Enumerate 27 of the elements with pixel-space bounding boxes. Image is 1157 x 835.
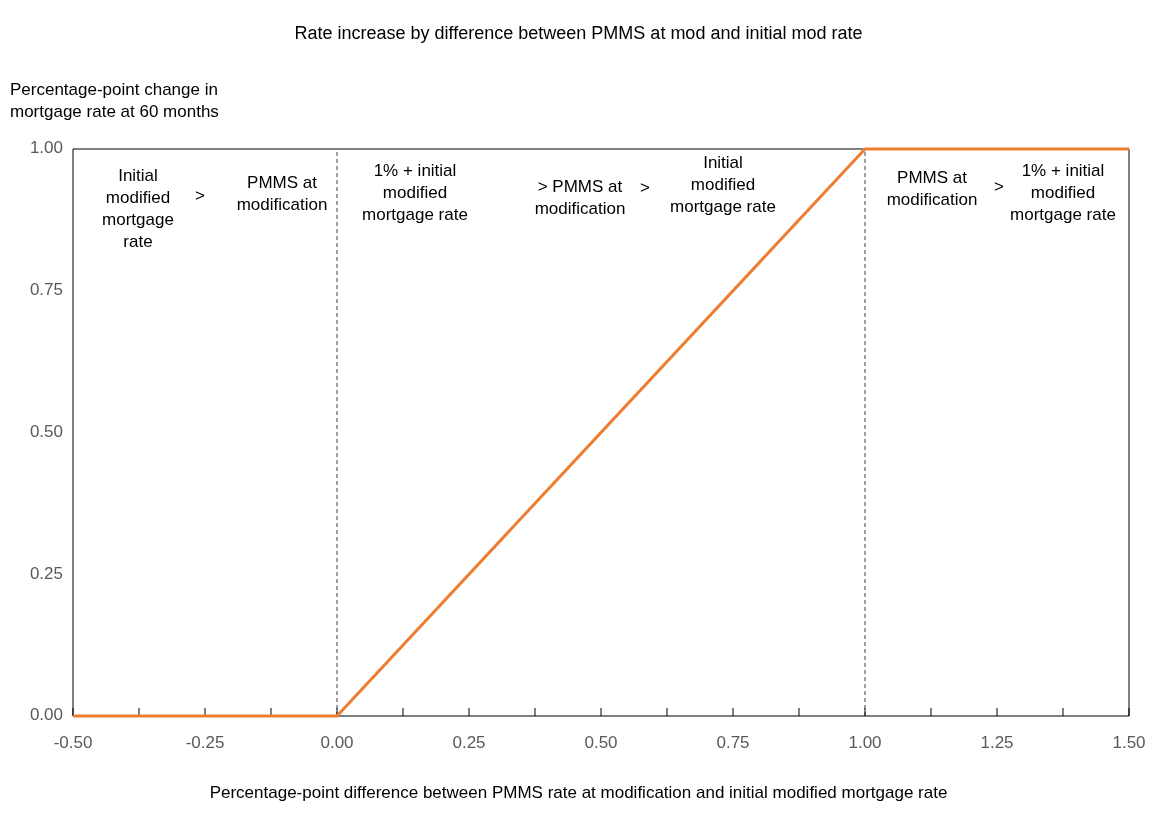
y-tick-label: 0.50 [29, 421, 63, 441]
annotation: PMMS at modification [886, 168, 978, 210]
annotation: Initial modified mortgage rate [102, 166, 174, 252]
y-tick-label: 0.25 [29, 563, 63, 583]
x-tick-label: -0.25 [185, 733, 225, 752]
annotation: 1% + initial modified mortgage rate [362, 161, 468, 225]
annotation: > PMMS at modification [534, 177, 626, 219]
y-tick-label: 0.00 [29, 705, 63, 725]
annotation: Initial modified mortgage rate [670, 153, 776, 217]
annotation: > [994, 177, 1005, 197]
x-tick-label: 0.00 [320, 733, 354, 752]
x-tick-label: 1.50 [1112, 733, 1146, 752]
annotation: > [640, 178, 651, 198]
annotation: > [195, 186, 206, 206]
x-tick-label: 1.25 [980, 733, 1014, 752]
annotation: PMMS at modification [236, 173, 328, 215]
chart-title: Rate increase by difference between PMMS at mod and initial mod rate [294, 22, 863, 43]
x-axis-title: Percentage-point difference between PMMS rate at modification and initial modified mortgage rate [209, 783, 948, 803]
x-tick-label: 0.50 [584, 733, 618, 752]
x-tick-label: 0.75 [716, 733, 750, 752]
x-tick-label: -0.50 [53, 733, 93, 752]
annotation: 1% + initial modified mortgage rate [1010, 161, 1116, 225]
x-tick-label: 1.00 [848, 733, 882, 752]
y-tick-label: 1.00 [29, 138, 63, 158]
x-tick-label: 0.25 [452, 733, 486, 752]
y-axis-title: Percentage-point change in mortgage rate at 60 months [10, 80, 219, 122]
y-tick-label: 0.75 [29, 280, 63, 300]
